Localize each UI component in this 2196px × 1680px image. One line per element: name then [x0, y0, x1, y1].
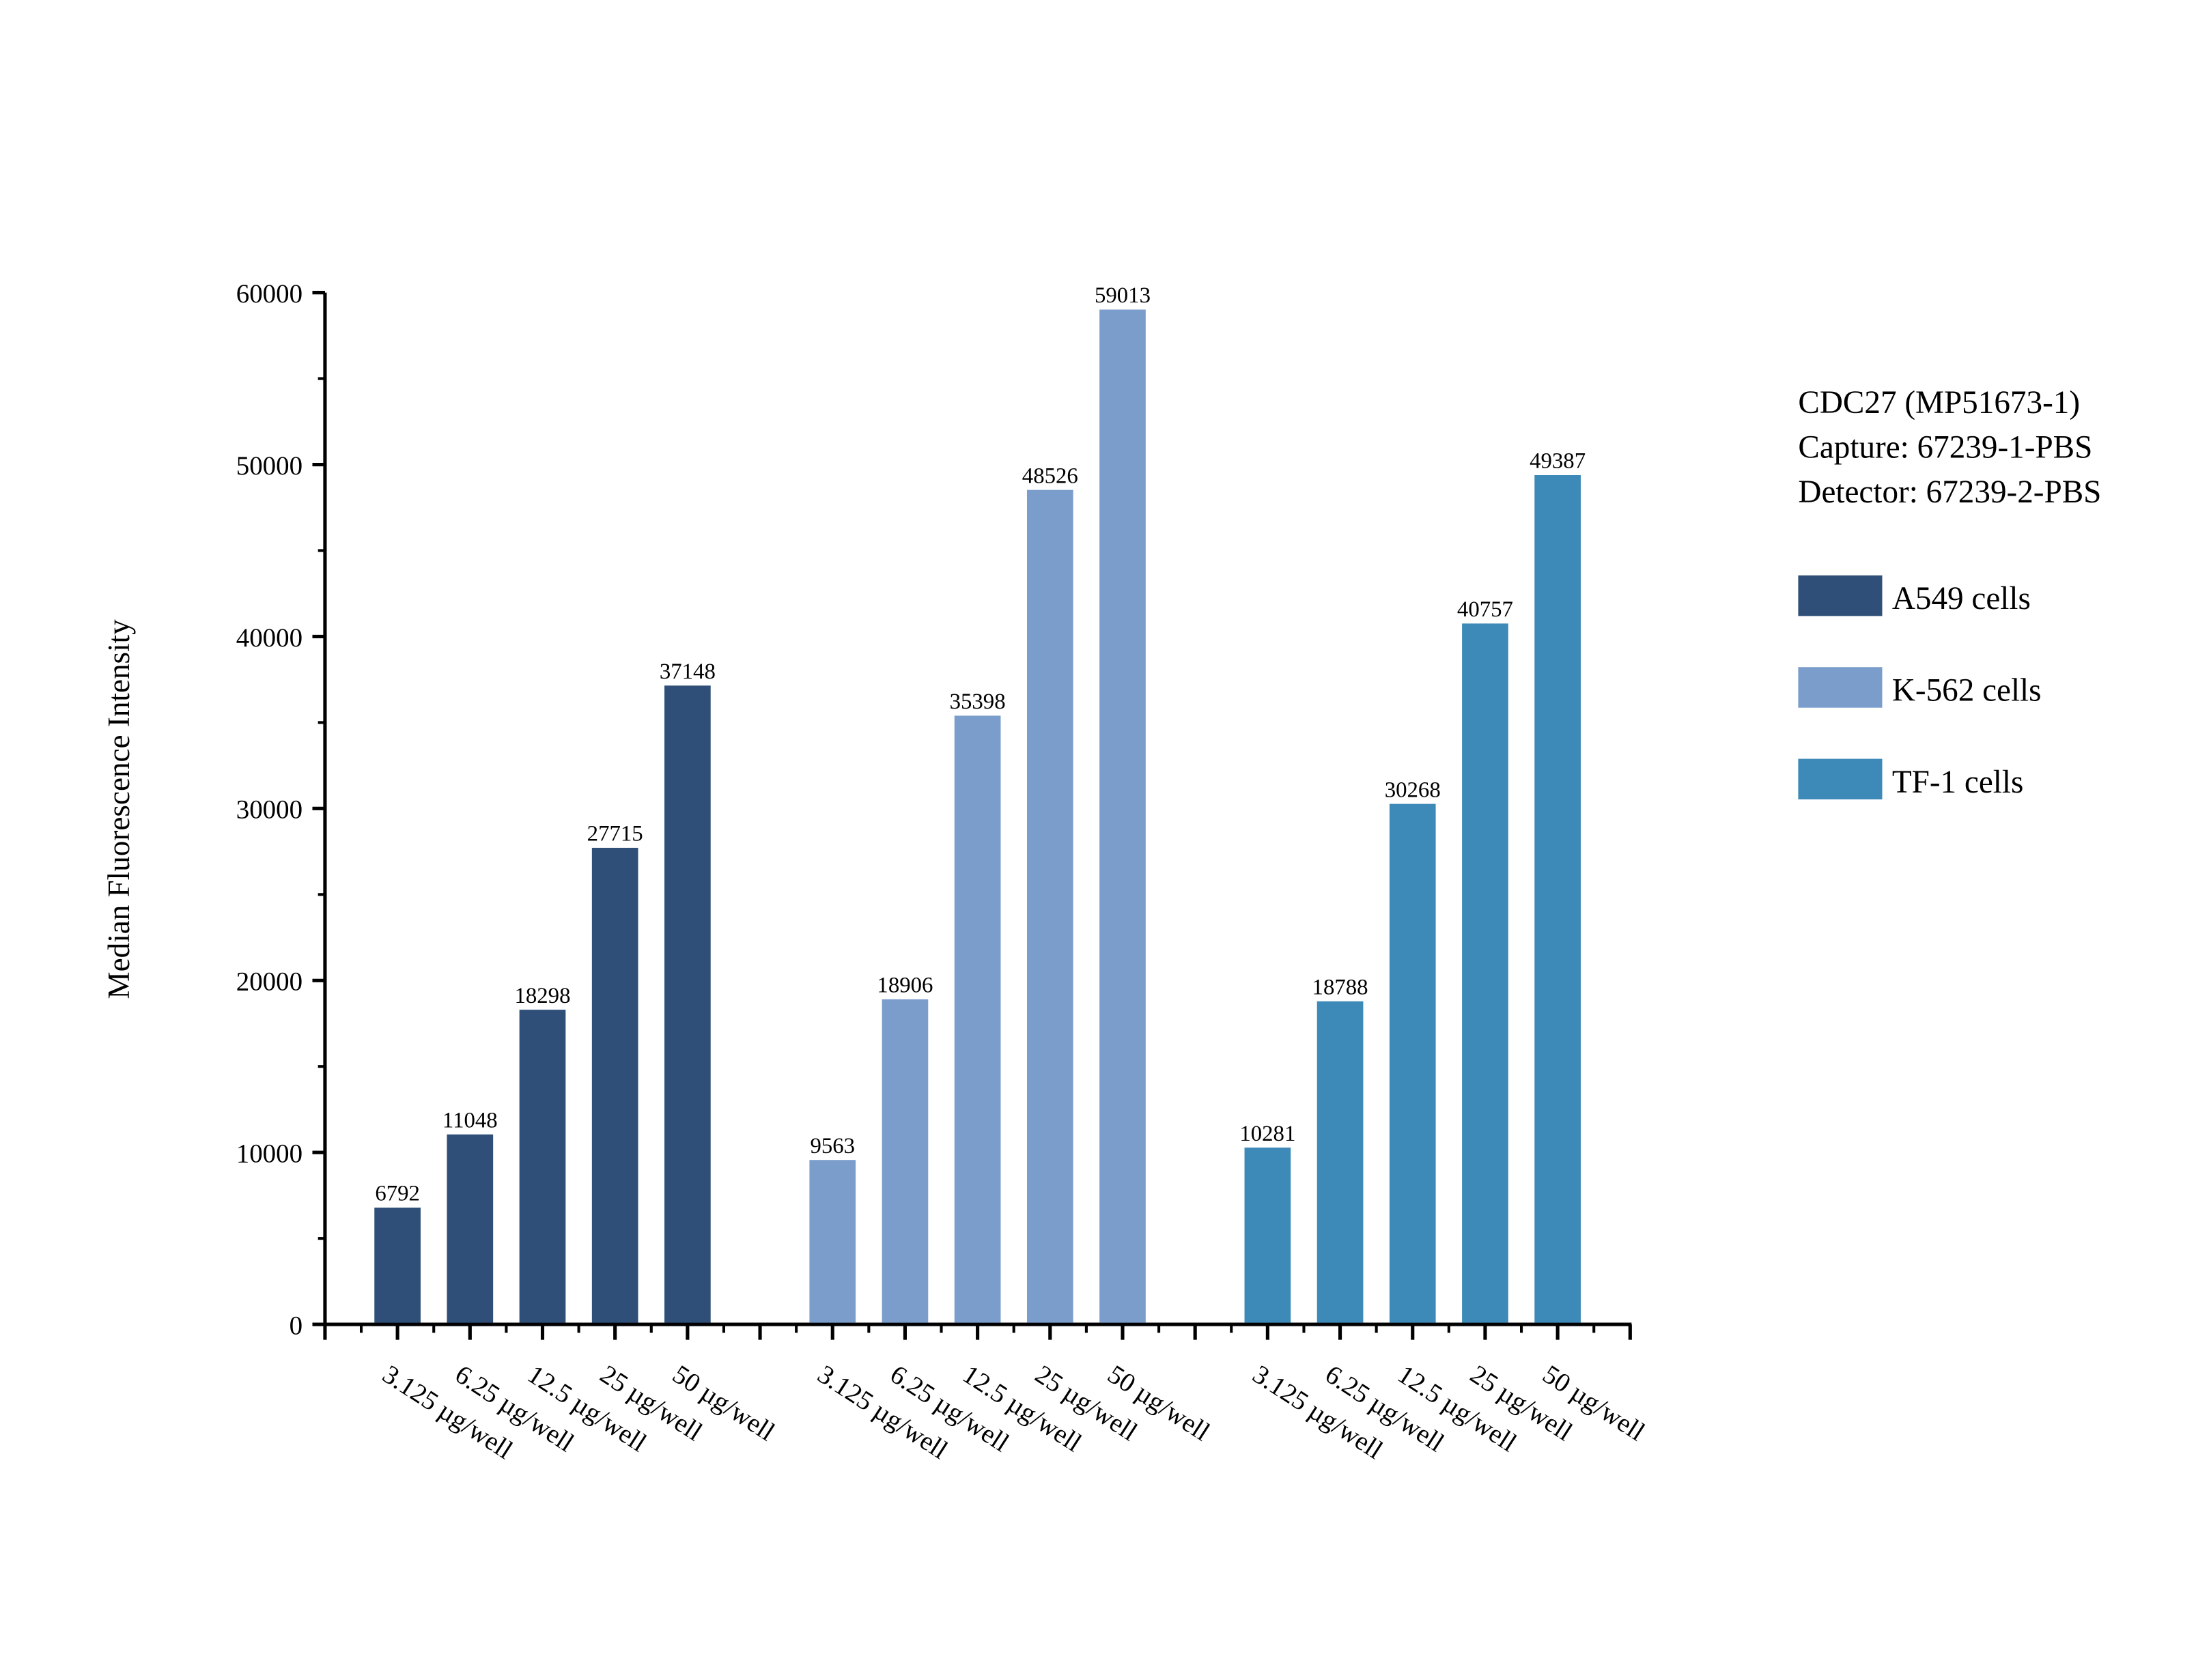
legend-swatch	[1798, 758, 1883, 800]
data-label: 40757	[1457, 597, 1513, 622]
data-label: 59013	[1095, 283, 1151, 308]
legend-swatch	[1798, 575, 1883, 616]
bar	[591, 847, 638, 1323]
bar	[1534, 474, 1581, 1323]
data-label: 48526	[1022, 464, 1078, 488]
y-tick-label: 10000	[236, 1139, 302, 1169]
data-label: 30268	[1385, 778, 1441, 802]
data-label: 11048	[442, 1109, 498, 1133]
y-axis-label: Median Fluorescence Intensity	[102, 619, 136, 999]
legend-header-line-1: CDC27 (MP51673-1)	[1798, 385, 2080, 421]
data-label: 49387	[1530, 449, 1586, 474]
bar	[1026, 489, 1073, 1323]
bar	[882, 999, 929, 1323]
bar	[374, 1207, 421, 1323]
y-tick-label: 60000	[236, 279, 302, 309]
bar	[954, 715, 1001, 1323]
data-label: 6792	[375, 1182, 420, 1206]
data-label: 9563	[810, 1134, 855, 1158]
legend-header-line-3: Detector: 67239-2-PBS	[1798, 474, 2101, 510]
bar	[1389, 803, 1436, 1323]
bar	[1099, 309, 1146, 1323]
bar	[1317, 1001, 1364, 1323]
data-label: 35398	[950, 689, 1006, 714]
legend: CDC27 (MP51673-1) Capture: 67239-1-PBS D…	[1798, 385, 2101, 800]
bar	[1462, 623, 1508, 1323]
data-label: 18788	[1312, 976, 1368, 1000]
legend-header-line-2: Capture: 67239-1-PBS	[1798, 430, 2092, 466]
bar	[809, 1160, 856, 1323]
y-tick-label: 0	[290, 1311, 302, 1340]
data-label: 27715	[587, 822, 643, 846]
data-label: 18298	[515, 984, 571, 1008]
bar	[1244, 1148, 1291, 1323]
data-label: 18906	[877, 973, 933, 998]
legend-label: K-562 cells	[1892, 672, 2042, 708]
bar	[664, 685, 711, 1323]
y-tick-label: 40000	[236, 623, 302, 653]
legend-label: TF-1 cells	[1892, 765, 2024, 800]
y-axis: 0 10000 20000 30000 40000 50000 60000	[236, 279, 327, 1340]
data-label: 37148	[660, 659, 716, 684]
y-tick-label: 30000	[236, 795, 302, 825]
y-tick-label: 50000	[236, 451, 302, 481]
y-tick-label: 20000	[236, 967, 302, 997]
bar	[519, 1010, 566, 1323]
bars: 6792 11048 18298 27715 37148 9563 18906 35398 48…	[374, 283, 1586, 1323]
bar	[447, 1134, 494, 1323]
legend-label: A549 cells	[1892, 581, 2031, 616]
data-label: 10281	[1239, 1122, 1295, 1146]
legend-swatch	[1798, 667, 1883, 708]
